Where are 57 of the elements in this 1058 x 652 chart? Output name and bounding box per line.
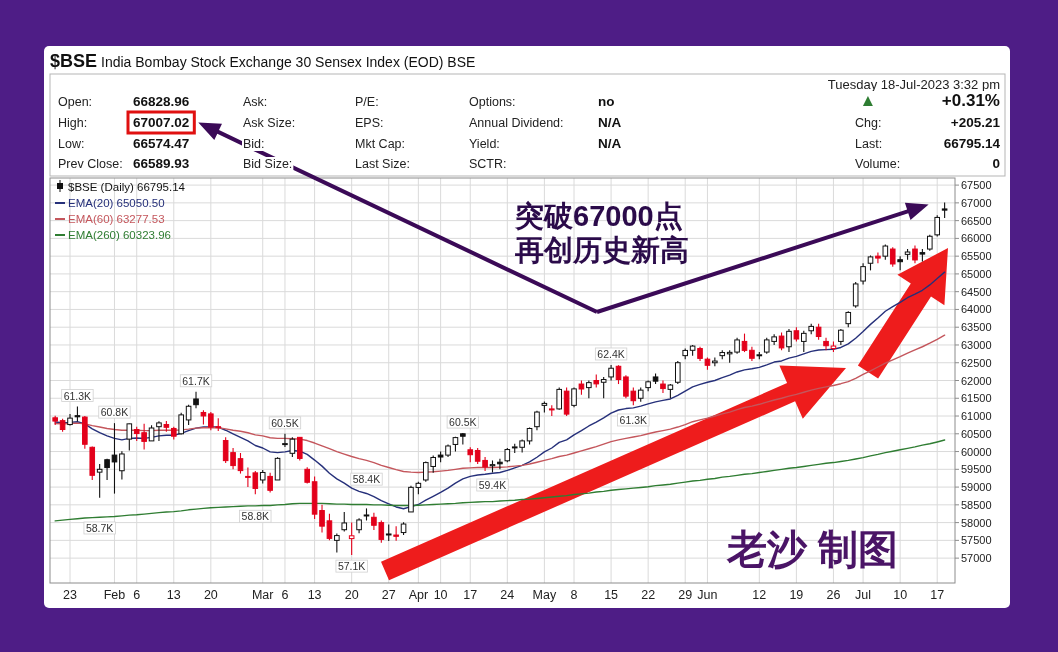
y-tick-label: 58000 xyxy=(961,516,992,529)
y-tick-label: 63000 xyxy=(961,338,992,351)
x-tick-label: 10 xyxy=(433,588,448,602)
x-tick-label: 15 xyxy=(604,588,619,602)
y-tick-label: 64000 xyxy=(961,303,992,316)
x-tick-label: 6 xyxy=(133,588,141,602)
y-tick-label: 67500 xyxy=(961,179,992,192)
y-tick-label: 63500 xyxy=(961,321,992,334)
subtitle: Tuesday 18-Jul-2023 3:32 pm xyxy=(827,77,1000,92)
y-tick-label: 59000 xyxy=(961,481,992,494)
title: $BSE India Bombay Stock Exchange 30 Sensex Index (EOD) BSE xyxy=(50,51,476,71)
legend-label: EMA(20) 65050.50 xyxy=(68,197,165,209)
annotation: 突破67000点 xyxy=(515,200,683,232)
x-tick-label: 20 xyxy=(344,588,359,602)
x-tick-label: May xyxy=(532,588,557,602)
y-tick-label: 66500 xyxy=(961,214,992,227)
x-tick-label: 23 xyxy=(63,588,78,602)
y-tick-label: 58500 xyxy=(961,498,992,511)
x-tick-label: 24 xyxy=(500,588,515,602)
y-tick-label: 61500 xyxy=(961,392,992,405)
x-tick-label: 12 xyxy=(752,588,767,602)
legend-label: $BSE (Daily) 66795.14 xyxy=(68,181,186,193)
x-tick-label: 8 xyxy=(570,588,578,602)
annotation: 老沙 制图 xyxy=(727,527,899,571)
x-tick-label: Jun xyxy=(697,588,718,602)
y-tick-label: 65000 xyxy=(961,267,992,280)
x-tick-label: 27 xyxy=(381,588,396,602)
y-tick-label: 61000 xyxy=(961,410,992,423)
x-tick-label: Apr xyxy=(408,588,429,602)
legend-label: EMA(260) 60323.96 xyxy=(68,229,171,241)
y-tick-label: 62500 xyxy=(961,356,992,369)
x-tick-label: 20 xyxy=(203,588,218,602)
x-tick-label: 29 xyxy=(678,588,693,602)
x-tick-label: 6 xyxy=(281,588,289,602)
y-tick-label: 66000 xyxy=(961,232,992,245)
x-tick-label: Feb xyxy=(103,588,126,602)
y-tick-label: 64500 xyxy=(961,285,992,298)
x-tick-label: 26 xyxy=(826,588,841,602)
y-tick-label: 62000 xyxy=(961,374,992,387)
y-tick-label: 65500 xyxy=(961,250,992,263)
legend-label: EMA(60) 63277.53 xyxy=(68,213,165,225)
x-tick-label: 13 xyxy=(307,588,322,602)
annotation: 再创历史新高 xyxy=(515,234,689,266)
x-tick-label: Mar xyxy=(251,588,274,602)
y-tick-label: 57500 xyxy=(961,534,992,547)
y-tick-label: 57000 xyxy=(961,552,992,565)
x-tick-label: 22 xyxy=(641,588,656,602)
x-tick-label: 17 xyxy=(463,588,478,602)
y-tick-label: 60500 xyxy=(961,427,992,440)
x-tick-label: 19 xyxy=(789,588,804,602)
x-tick-label: 17 xyxy=(930,588,945,602)
x-tick-label: 10 xyxy=(893,588,908,602)
y-tick-label: 60000 xyxy=(961,445,992,458)
y-tick-label: 59500 xyxy=(961,463,992,476)
x-tick-label: Jul xyxy=(855,588,872,602)
y-tick-label: 67000 xyxy=(961,196,992,209)
x-tick-label: 13 xyxy=(166,588,181,602)
